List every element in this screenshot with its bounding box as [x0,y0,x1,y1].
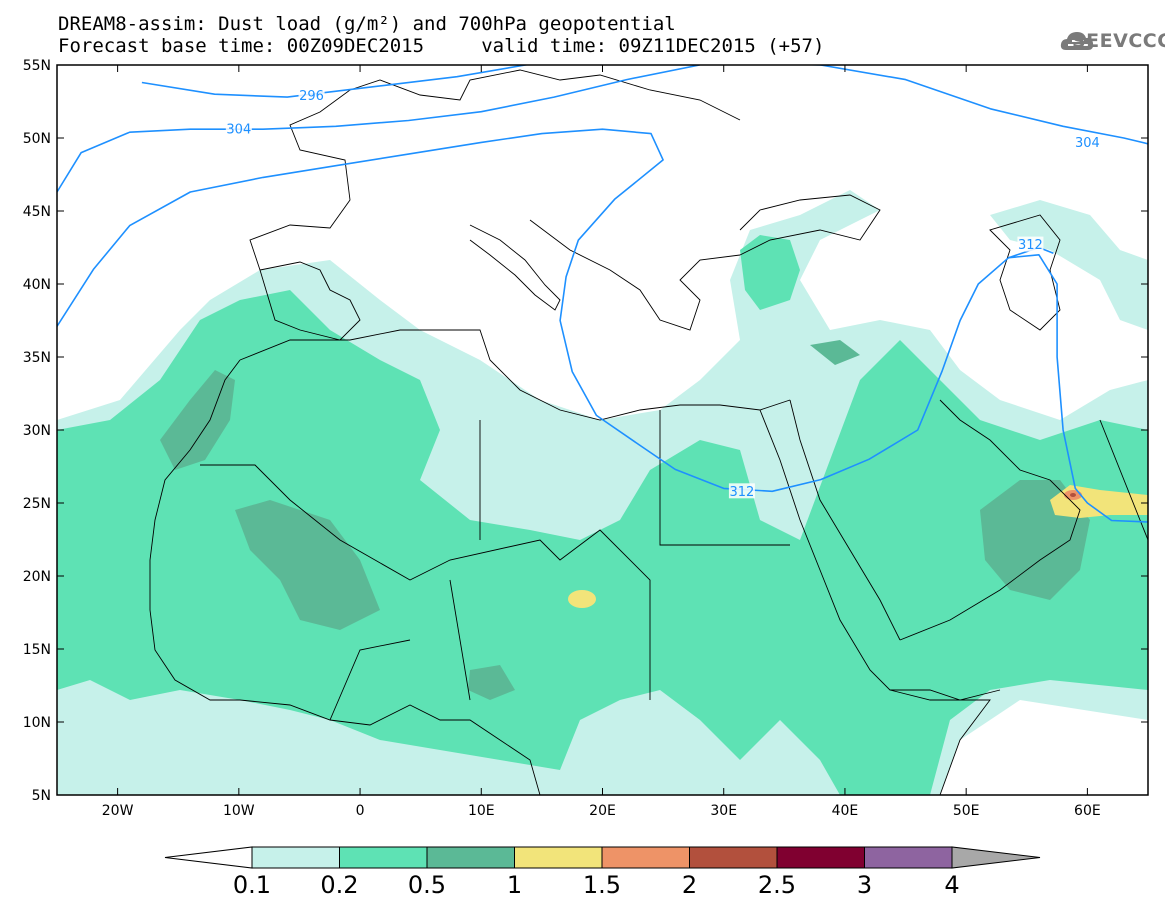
contour-label-bg [1074,134,1101,150]
lat-tick-label: 25N [23,496,51,512]
lon-tick-label: 20E [589,803,616,819]
contour-label-bg [1017,236,1044,252]
geopotential-contours [57,65,1148,523]
coastlines [149,69,1148,795]
dust-patch [568,590,596,608]
lon-tick-label: 30E [710,803,737,819]
boundary-sahara [200,410,790,721]
dust-patch [740,235,800,310]
coastline-india [1099,419,1148,541]
logo [1060,32,1094,50]
coastline-east-africa [889,689,991,795]
dust-patch [990,200,1148,330]
cloud-icon [1060,32,1094,50]
contour-label-bg [298,87,325,103]
contour-label: 304 [226,123,251,138]
dust-level-0.2 [57,235,1148,795]
contour-label: 296 [299,89,324,104]
lon-tick-label: 50E [953,803,980,819]
coastline-europe [249,69,741,271]
logo-text: SEEVCCC [1072,30,1165,52]
contour-label: 312 [729,485,754,500]
coastline-north-africa [239,329,791,421]
dust-patch [57,290,1148,795]
lat-tick-label: 10N [23,715,51,731]
map-title: DREAM8-assim: Dust load (g/m²) and 700hP… [58,13,676,35]
lon-tick-label: 40E [832,803,859,819]
coastline-iberia [259,261,361,341]
dust-patch [160,370,235,470]
lon-tick-label: 10E [468,803,495,819]
lon-tick-label: 60E [1074,803,1101,819]
contour-label-bg [225,121,252,137]
map-subtitle: Forecast base time: 00Z09DEC2015 valid t… [58,35,825,57]
geopotential-contour-labels: 296 304 304 312 312 [225,87,1101,500]
lat-tick-label: 30N [23,423,51,439]
contour-label: 304 [1075,136,1100,151]
contour-line-304 [793,65,1148,145]
longitude-axis: 20W 10W 0 10E 20E 30E 40E 50E 60E [102,65,1101,819]
dust-patch [235,500,380,630]
latitude-axis: 55N 50N 45N 40N 35N 30N 25N 20N 15N 10N 5N [23,58,1148,804]
lat-tick-label: 20N [23,569,51,585]
lat-tick-label: 45N [23,204,51,220]
lat-tick-label: 35N [23,350,51,366]
contour-line-312 [57,128,1148,523]
lat-tick-label: 55N [23,58,51,74]
contour-line-304 [57,65,700,193]
lon-tick-label: 20W [102,803,134,819]
coastline-balkans [529,219,741,331]
coastline-red-sea [759,399,1001,701]
coastline-black-sea [739,194,881,256]
dust-patch [1070,493,1076,497]
lon-tick-label: 0 [356,803,365,819]
coastline-arabia [899,399,1081,641]
contour-label-bg [728,483,755,499]
lat-tick-label: 50N [23,131,51,147]
dust-patch [468,665,515,700]
dust-level-0.5 [160,340,1090,700]
dust-level-2 [1070,493,1076,497]
coastline-west-africa [149,359,541,795]
coastline-caspian [989,214,1061,331]
lon-tick-label: 10W [223,803,255,819]
lat-tick-label: 15N [23,642,51,658]
lat-tick-label: 40N [23,277,51,293]
dust-shading [57,190,1148,795]
dust-patch [810,340,860,365]
coastline-italy [469,224,561,311]
contour-label: 312 [1018,238,1043,253]
lat-tick-label: 5N [32,788,51,804]
